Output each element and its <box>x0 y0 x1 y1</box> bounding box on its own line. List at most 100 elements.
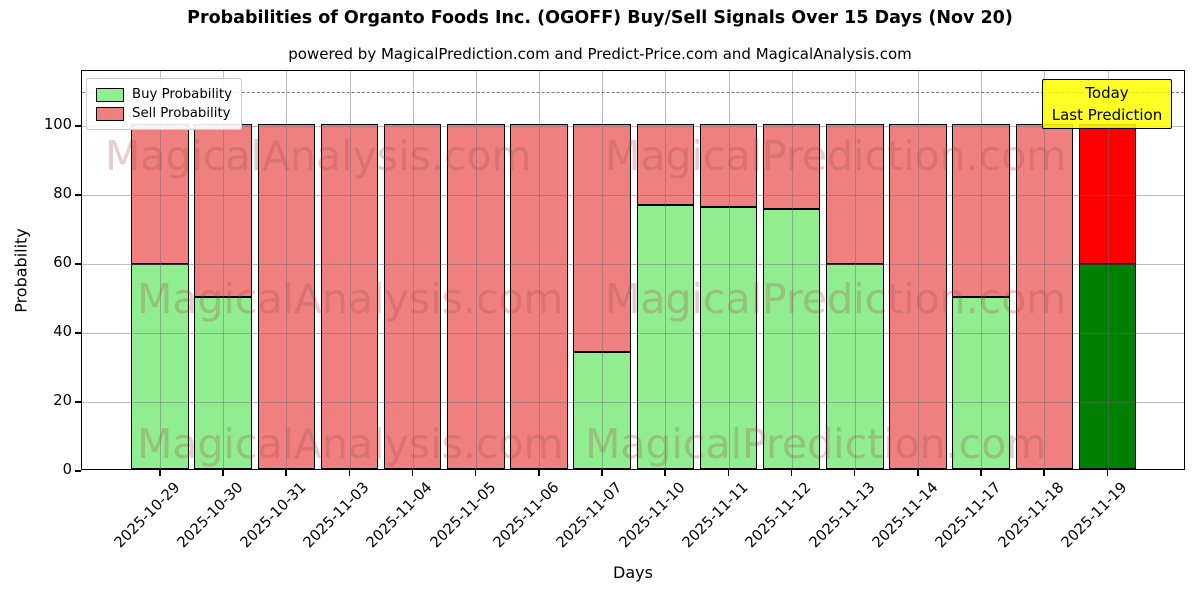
watermark-text: MagicalAnalysis.com <box>137 420 564 468</box>
x-gridline <box>602 71 604 469</box>
x-gridline <box>1107 71 1109 469</box>
buy-segment <box>826 263 884 469</box>
sell-segment <box>447 124 505 469</box>
bar-2025-11-17 <box>952 124 1010 469</box>
sell-segment <box>131 124 189 264</box>
x-tick <box>790 470 793 476</box>
watermark-text: MagicalAnalysis.com <box>137 275 564 323</box>
x-gridline <box>349 71 351 469</box>
y-tick <box>75 401 81 403</box>
bar-2025-11-11 <box>699 124 758 469</box>
x-tick <box>348 470 350 476</box>
sell-segment <box>1015 124 1074 469</box>
y-tick <box>75 332 81 334</box>
watermark-text: MagicalAnalysis.com <box>105 132 532 180</box>
buy-swatch-icon <box>96 87 124 102</box>
page-title: Probabilities of Organto Foods Inc. (OGO… <box>187 8 1013 28</box>
legend-label-sell: Sell Probability <box>132 106 231 121</box>
y-gridline <box>82 195 1184 196</box>
sell-segment <box>762 124 821 209</box>
buy-segment <box>699 206 758 469</box>
x-gridline <box>539 71 541 469</box>
sell-segment <box>510 124 568 469</box>
threshold-dashed-line <box>82 91 1184 93</box>
x-tick-label: 2025-11-11 <box>679 479 752 552</box>
x-tick <box>1106 470 1109 476</box>
today-annotation-line2: Last Prediction <box>1051 106 1163 124</box>
x-tick-label: 2025-10-30 <box>173 479 247 552</box>
y-gridline <box>82 402 1184 403</box>
x-gridline <box>854 71 856 469</box>
y-gridline <box>82 333 1184 334</box>
bar-2025-11-14 <box>889 124 947 469</box>
x-tick <box>474 470 477 476</box>
x-tick <box>411 470 414 476</box>
x-tick <box>601 470 603 476</box>
sell-segment <box>636 124 695 206</box>
y-gridline <box>82 264 1184 265</box>
y-tick-label: 100 <box>43 116 72 133</box>
bar-2025-11-10 <box>636 124 695 469</box>
x-gridline <box>160 71 161 469</box>
x-gridline <box>1044 71 1046 469</box>
x-gridline <box>791 71 793 469</box>
x-gridline <box>665 71 667 469</box>
x-tick <box>1043 470 1045 476</box>
x-tick <box>159 470 161 476</box>
x-tick-label: 2025-11-19 <box>1058 479 1131 552</box>
x-tick-label: 2025-11-07 <box>552 479 626 552</box>
x-gridline <box>412 71 414 469</box>
x-tick-label: 2025-11-13 <box>805 479 878 552</box>
x-tick-label: 2025-11-12 <box>742 479 815 552</box>
y-axis-label: Probability <box>11 228 31 313</box>
x-tick-label: 2025-10-31 <box>236 479 310 552</box>
x-tick <box>917 470 919 476</box>
x-gridline <box>918 71 920 469</box>
y-tick-label: 60 <box>53 254 72 271</box>
x-tick-label: 2025-11-06 <box>489 479 563 552</box>
today-annotation-box: Today Last Prediction <box>1042 79 1172 129</box>
bar-2025-11-19 <box>1078 124 1137 469</box>
watermark-text: MagicalPrediction.com <box>605 275 1067 323</box>
sell-segment <box>320 124 379 469</box>
x-axis-label: Days <box>613 563 653 582</box>
buy-segment <box>573 351 631 469</box>
bar-2025-11-07 <box>573 124 631 469</box>
x-gridline <box>286 71 288 469</box>
buy-segment <box>1078 263 1137 469</box>
watermark-text: MagicalPrediction.com <box>605 132 1067 180</box>
x-tick-label: 2025-11-17 <box>931 479 1005 552</box>
y-tick <box>75 263 81 265</box>
plot-area: MagicalAnalysis.com MagicalPrediction.com… <box>81 70 1185 470</box>
x-tick-label: 2025-10-29 <box>110 479 184 552</box>
y-tick-label: 40 <box>53 323 72 340</box>
sell-segment <box>699 124 758 207</box>
sell-segment <box>257 124 316 469</box>
x-gridline <box>728 71 730 469</box>
bar-2025-11-06 <box>510 124 568 469</box>
x-tick-label: 2025-11-05 <box>426 479 499 552</box>
sell-segment <box>383 124 442 469</box>
page-subtitle: powered by MagicalPrediction.com and Pre… <box>288 45 912 63</box>
bar-2025-11-13 <box>826 124 884 469</box>
x-tick <box>222 470 224 476</box>
x-tick-label: 2025-11-18 <box>995 479 1068 552</box>
x-gridline <box>475 71 477 469</box>
sell-segment <box>194 124 252 297</box>
bar-2025-11-03 <box>320 124 379 469</box>
bar-2025-10-31 <box>257 124 316 469</box>
sell-segment <box>952 124 1010 297</box>
legend-item-buy: Buy Probability <box>96 85 232 104</box>
x-tick-label: 2025-11-14 <box>868 479 942 552</box>
x-tick <box>538 470 540 476</box>
x-tick <box>664 470 666 476</box>
y-tick <box>75 470 81 472</box>
y-tick <box>75 194 81 196</box>
buy-segment <box>952 296 1010 469</box>
buy-segment <box>131 263 189 469</box>
x-tick <box>980 470 982 476</box>
x-gridline <box>981 71 983 469</box>
buy-segment <box>636 205 695 469</box>
sell-swatch-icon <box>96 106 124 121</box>
